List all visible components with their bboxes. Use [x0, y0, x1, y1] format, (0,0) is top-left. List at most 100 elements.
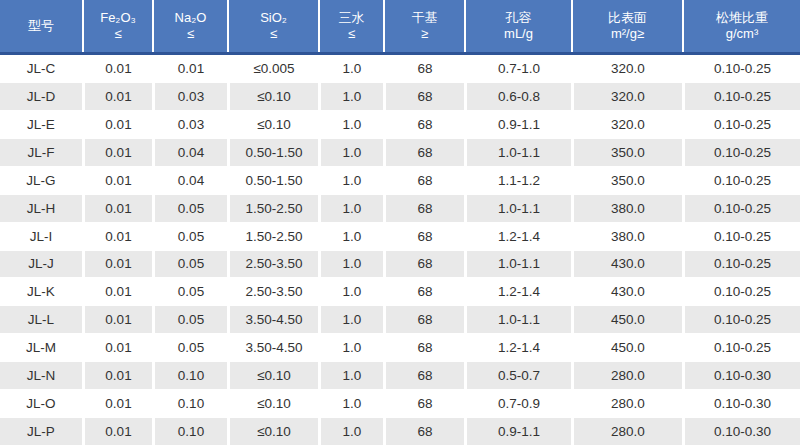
cell-trihydrate: 1.0	[318, 195, 383, 222]
cell-dry-basis: 68	[383, 390, 464, 417]
cell-pore-volume: 0.9-1.1	[464, 111, 571, 138]
cell-trihydrate: 1.0	[318, 251, 383, 278]
cell-bulk-density: 0.10-0.30	[682, 362, 800, 389]
cell-na2o: 0.04	[152, 167, 227, 194]
cell-bulk-density: 0.10-0.25	[682, 223, 800, 250]
cell-fe2o3: 0.01	[82, 390, 152, 417]
header-unit: ≤	[187, 26, 194, 42]
cell-pore-volume: 1.2-1.4	[464, 278, 571, 305]
header-cell-na2o: Na₂O≤	[152, 0, 227, 52]
cell-dry-basis: 68	[383, 83, 464, 110]
table-row: JL-M0.010.053.50-4.501.0681.2-1.4450.00.…	[0, 334, 800, 362]
cell-model: JL-O	[0, 390, 82, 417]
cell-na2o: 0.05	[152, 306, 227, 333]
table-row: JL-G0.010.040.50-1.501.0681.1-1.2350.00.…	[0, 167, 800, 195]
cell-pore-volume: 1.0-1.1	[464, 195, 571, 222]
table-header-row: 型号Fe₂O₃≤Na₂O≤SiO₂≤三水≤干基≥孔容mL/g比表面m²/g≥松堆…	[0, 0, 800, 55]
header-label: 干基	[412, 10, 438, 26]
cell-surface-area: 320.0	[571, 83, 682, 110]
header-unit: g/cm³	[726, 26, 759, 42]
cell-bulk-density: 0.10-0.25	[682, 278, 800, 305]
header-cell-bulk-density: 松堆比重g/cm³	[682, 0, 800, 52]
cell-na2o: 0.04	[152, 139, 227, 166]
cell-pore-volume: 0.7-1.0	[464, 55, 571, 82]
table-row: JL-D0.010.03≤0.101.0680.6-0.8320.00.10-0…	[0, 83, 800, 111]
cell-sio2: 0.50-1.50	[227, 167, 318, 194]
cell-na2o: 0.10	[152, 418, 227, 445]
cell-sio2: 2.50-3.50	[227, 251, 318, 278]
cell-surface-area: 430.0	[571, 251, 682, 278]
cell-fe2o3: 0.01	[82, 83, 152, 110]
cell-trihydrate: 1.0	[318, 55, 383, 82]
cell-bulk-density: 0.10-0.25	[682, 167, 800, 194]
table-row: JL-C0.010.01≤0.0051.0680.7-1.0320.00.10-…	[0, 55, 800, 83]
cell-pore-volume: 1.0-1.1	[464, 139, 571, 166]
header-unit: m²/g≥	[611, 26, 644, 42]
cell-surface-area: 280.0	[571, 362, 682, 389]
table-row: JL-H0.010.051.50-2.501.0681.0-1.1380.00.…	[0, 195, 800, 223]
header-unit: ≤	[270, 26, 277, 42]
cell-dry-basis: 68	[383, 306, 464, 333]
cell-surface-area: 450.0	[571, 306, 682, 333]
cell-dry-basis: 68	[383, 139, 464, 166]
header-label: 三水	[339, 10, 365, 26]
table-row: JL-O0.010.10≤0.101.0680.7-0.9280.00.10-0…	[0, 390, 800, 418]
cell-trihydrate: 1.0	[318, 83, 383, 110]
cell-fe2o3: 0.01	[82, 111, 152, 138]
cell-bulk-density: 0.10-0.25	[682, 83, 800, 110]
header-cell-sio2: SiO₂≤	[227, 0, 318, 52]
cell-sio2: 3.50-4.50	[227, 334, 318, 361]
cell-pore-volume: 0.6-0.8	[464, 83, 571, 110]
cell-fe2o3: 0.01	[82, 55, 152, 82]
cell-na2o: 0.03	[152, 111, 227, 138]
cell-dry-basis: 68	[383, 334, 464, 361]
cell-dry-basis: 68	[383, 55, 464, 82]
header-label: 比表面	[608, 10, 647, 26]
cell-model: JL-L	[0, 306, 82, 333]
header-unit: ≤	[114, 26, 121, 42]
header-unit: ≤	[348, 26, 355, 42]
cell-model: JL-H	[0, 195, 82, 222]
cell-fe2o3: 0.01	[82, 223, 152, 250]
cell-pore-volume: 0.5-0.7	[464, 362, 571, 389]
cell-sio2: 3.50-4.50	[227, 306, 318, 333]
cell-bulk-density: 0.10-0.25	[682, 195, 800, 222]
cell-fe2o3: 0.01	[82, 362, 152, 389]
spec-table-page: 型号Fe₂O₃≤Na₂O≤SiO₂≤三水≤干基≥孔容mL/g比表面m²/g≥松堆…	[0, 0, 800, 446]
cell-model: JL-M	[0, 334, 82, 361]
header-label: 型号	[28, 18, 54, 34]
cell-pore-volume: 1.2-1.4	[464, 223, 571, 250]
cell-fe2o3: 0.01	[82, 306, 152, 333]
cell-bulk-density: 0.10-0.25	[682, 139, 800, 166]
cell-bulk-density: 0.10-0.25	[682, 251, 800, 278]
header-label: 松堆比重	[716, 10, 768, 26]
cell-surface-area: 350.0	[571, 139, 682, 166]
cell-fe2o3: 0.01	[82, 251, 152, 278]
cell-surface-area: 430.0	[571, 278, 682, 305]
header-cell-pore-volume: 孔容mL/g	[464, 0, 571, 52]
cell-model: JL-E	[0, 111, 82, 138]
cell-trihydrate: 1.0	[318, 139, 383, 166]
cell-surface-area: 380.0	[571, 195, 682, 222]
cell-pore-volume: 1.1-1.2	[464, 167, 571, 194]
cell-surface-area: 450.0	[571, 334, 682, 361]
cell-trihydrate: 1.0	[318, 362, 383, 389]
cell-pore-volume: 0.7-0.9	[464, 390, 571, 417]
cell-trihydrate: 1.0	[318, 223, 383, 250]
cell-sio2: ≤0.10	[227, 390, 318, 417]
table-row: JL-J0.010.052.50-3.501.0681.0-1.1430.00.…	[0, 251, 800, 279]
cell-model: JL-I	[0, 223, 82, 250]
cell-na2o: 0.05	[152, 195, 227, 222]
cell-na2o: 0.05	[152, 278, 227, 305]
cell-dry-basis: 68	[383, 195, 464, 222]
cell-model: JL-F	[0, 139, 82, 166]
cell-sio2: 2.50-3.50	[227, 278, 318, 305]
cell-sio2: 1.50-2.50	[227, 223, 318, 250]
cell-trihydrate: 1.0	[318, 278, 383, 305]
cell-model: JL-N	[0, 362, 82, 389]
cell-bulk-density: 0.10-0.25	[682, 111, 800, 138]
header-cell-model: 型号	[0, 0, 82, 52]
cell-model: JL-J	[0, 251, 82, 278]
product-spec-table: 型号Fe₂O₃≤Na₂O≤SiO₂≤三水≤干基≥孔容mL/g比表面m²/g≥松堆…	[0, 0, 800, 446]
cell-dry-basis: 68	[383, 167, 464, 194]
